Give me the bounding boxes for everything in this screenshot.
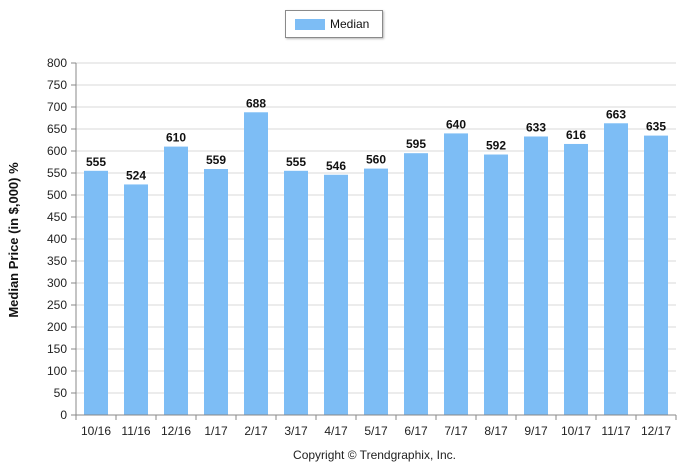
y-tick-label: 300 [47, 276, 67, 290]
x-tick-label: 12/16 [161, 424, 191, 438]
data-label: 633 [526, 120, 546, 134]
y-axis-ticks: 0 50 100 150 200 250 300 350 400 450 500 550 600 650 7… [47, 56, 76, 422]
y-tick-label: 700 [47, 100, 67, 114]
x-tick-label: 6/17 [404, 424, 428, 438]
x-tick-label: 3/17 [284, 424, 308, 438]
x-tick-label: 11/16 [121, 424, 150, 438]
bar-2-17 [244, 112, 268, 415]
bar-5-17 [364, 168, 388, 415]
x-tick-label: 11/17 [601, 424, 630, 438]
data-label: 546 [326, 159, 346, 173]
y-tick-label: 600 [47, 144, 67, 158]
x-tick-label: 2/17 [244, 424, 268, 438]
bar-12-16 [164, 146, 188, 415]
data-label: 595 [406, 137, 426, 151]
y-tick-label: 750 [47, 78, 67, 92]
copyright-footer: Copyright © Trendgraphix, Inc. [293, 448, 456, 462]
data-label: 559 [206, 153, 226, 167]
x-tick-label: 1/17 [204, 424, 228, 438]
data-label: 555 [286, 155, 306, 169]
y-tick-label: 550 [47, 166, 67, 180]
y-tick-label: 350 [47, 254, 67, 268]
bar-12-17 [644, 135, 668, 415]
legend-label-median: Median [330, 17, 370, 31]
y-axis-label: Median Price (in $,000) % [6, 162, 21, 318]
data-label: 610 [166, 131, 186, 145]
bar-6-17 [404, 153, 428, 415]
x-tick-label: 9/17 [524, 424, 548, 438]
bar-3-17 [284, 170, 308, 415]
x-tick-label: 4/17 [324, 424, 348, 438]
x-tick-label: 8/17 [484, 424, 508, 438]
bar-11-17 [604, 123, 628, 415]
bar-1-17 [204, 169, 228, 415]
data-label: 688 [246, 96, 266, 110]
x-tick-label: 5/17 [364, 424, 388, 438]
x-axis-ticks: 10/16 11/16 12/16 1/17 2/17 3/17 4/17 5/17 6/17 7… [75, 415, 677, 438]
data-label: 640 [446, 117, 466, 131]
bar-11-16 [124, 184, 148, 415]
data-label: 555 [86, 155, 106, 169]
y-tick-label: 650 [47, 122, 67, 136]
data-label: 663 [606, 107, 626, 121]
bar-4-17 [324, 174, 348, 415]
y-tick-label: 800 [47, 56, 67, 70]
bar-9-17 [524, 136, 548, 416]
y-tick-label: 450 [47, 210, 67, 224]
axes [75, 63, 676, 416]
x-tick-label: 10/16 [81, 424, 111, 438]
legend: Median [285, 10, 383, 38]
data-label: 592 [486, 139, 506, 153]
y-tick-label: 0 [60, 408, 67, 422]
y-tick-label: 50 [54, 386, 68, 400]
data-labels: 555 524 610 559 688 555 546 560 595 640 592 633 616 6… [86, 96, 666, 182]
data-label: 616 [566, 128, 586, 142]
bar-8-17 [484, 154, 508, 415]
legend-swatch-median [295, 19, 325, 30]
x-tick-label: 12/17 [641, 424, 671, 438]
y-tick-label: 200 [47, 320, 67, 334]
bar-10-17 [564, 143, 588, 415]
y-tick-label: 500 [47, 188, 67, 202]
y-tick-label: 400 [47, 232, 67, 246]
bars [84, 112, 668, 416]
bar-10-16 [84, 170, 108, 415]
data-label: 524 [126, 168, 146, 182]
data-label: 635 [646, 120, 666, 134]
y-tick-label: 250 [47, 298, 67, 312]
bar-7-17 [444, 133, 468, 415]
y-tick-label: 150 [47, 342, 67, 356]
y-tick-label: 100 [47, 364, 67, 378]
x-tick-label: 10/17 [561, 424, 591, 438]
data-label: 560 [366, 153, 386, 167]
x-tick-label: 7/17 [444, 424, 468, 438]
